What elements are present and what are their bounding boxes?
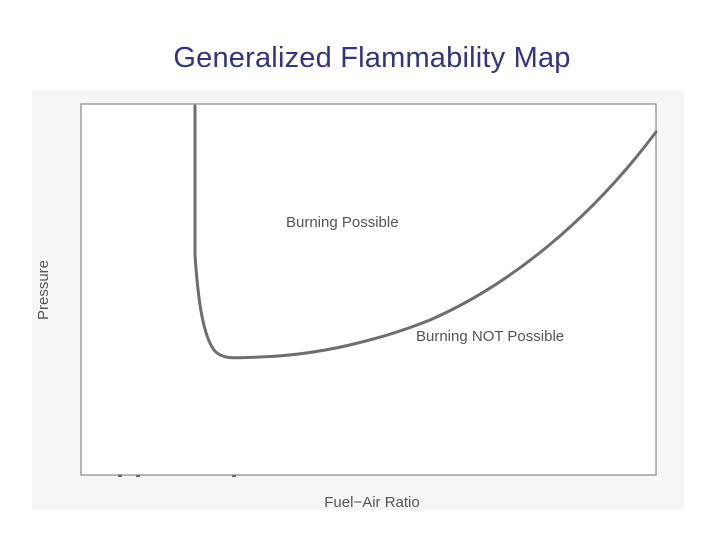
- region-label-burning-not-possible: Burning NOT Possible: [416, 328, 564, 345]
- region-label-burning-possible: Burning Possible: [286, 214, 399, 231]
- x-axis-label: Fuel−Air Ratio: [324, 494, 419, 511]
- flammability-boundary-curve: [193, 104, 658, 360]
- plot-frame: [80, 103, 657, 476]
- slide-title: Generalized Flammability Map: [173, 42, 571, 74]
- y-axis-label: Pressure: [35, 260, 52, 320]
